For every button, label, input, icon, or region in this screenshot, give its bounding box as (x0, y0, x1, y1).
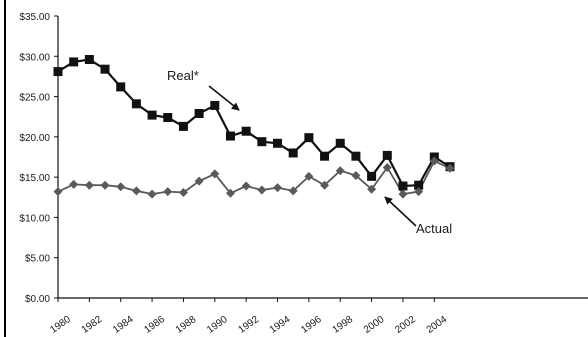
series-real-point (210, 100, 220, 110)
series-actual-point (84, 180, 94, 190)
annotation-real-arrow (208, 85, 240, 111)
y-tick-label: $35.00 (19, 12, 50, 23)
series-actual-point (210, 169, 220, 179)
series-actual-point (304, 171, 314, 181)
series-real-point (131, 99, 141, 109)
series-actual-point (429, 156, 439, 166)
y-tick-label: $10.00 (19, 213, 50, 224)
series-real-point (178, 121, 188, 131)
series-actual-point (100, 180, 110, 190)
x-tick-label: 1992 (236, 314, 261, 336)
series-actual-point (194, 176, 204, 186)
series-real-point (84, 55, 94, 65)
y-tick-label: $30.00 (19, 52, 50, 63)
series-actual-point (131, 186, 141, 196)
series-real-point (351, 151, 361, 161)
series-real-point (53, 67, 63, 77)
y-tick-labels-group: $0.00 $5.00 $10.00 $15.00 $20.00 $25.00 $30.00… (19, 12, 58, 305)
series-actual-point (320, 180, 330, 190)
series-real-point (398, 181, 408, 191)
series-real-point (257, 137, 267, 147)
x-tick-label: 1982 (80, 314, 105, 336)
series-real-point (382, 150, 392, 160)
y-tick-label: $5.00 (25, 254, 50, 265)
y-tick-label: $25.00 (19, 93, 50, 104)
series-actual-point (288, 186, 298, 196)
annotation-actual-label: Actual (416, 221, 452, 236)
y-tick-label: $15.00 (19, 173, 50, 184)
series-actual-point (225, 188, 235, 198)
series-real-point (241, 126, 251, 136)
series-actual-point (147, 189, 157, 199)
series-actual-point (398, 189, 408, 199)
series-actual-point (241, 181, 251, 191)
series-markers-group (53, 55, 455, 199)
series-real-point (304, 133, 314, 143)
series-actual-point (414, 187, 424, 197)
series-actual-point (116, 182, 126, 192)
series-real-point (225, 131, 235, 141)
series-real-point (288, 148, 298, 158)
x-tick-labels-group: 1980 1982 1984 1986 1988 1990 1992 1994 1996 1998… (48, 298, 450, 336)
series-real-point (320, 151, 330, 161)
x-tick-label: 1988 (174, 314, 199, 336)
x-tick-label: 1986 (142, 314, 167, 336)
series-real-point (116, 82, 126, 92)
series-actual-point (335, 166, 345, 176)
x-tick-label: 1994 (268, 314, 293, 336)
series-actual-point (163, 187, 173, 197)
series-actual-point (273, 183, 283, 193)
x-tick-label: 2002 (393, 314, 418, 336)
series-real-point (414, 180, 424, 190)
series-actual-point (257, 185, 267, 195)
x-tick-label: 2004 (425, 314, 450, 336)
y-tick-label: $0.00 (25, 294, 50, 305)
annotations-group: Real* Actual (167, 68, 452, 236)
series-actual-point (69, 179, 79, 189)
series-real-point (69, 57, 79, 67)
x-tick-label: 1996 (299, 314, 324, 336)
series-real-point (273, 138, 283, 148)
series-real-point (100, 64, 110, 74)
series-actual-point (367, 184, 377, 194)
x-tick-label: 2000 (362, 314, 387, 336)
series-real-point (367, 171, 377, 181)
series-actual-point (53, 187, 63, 197)
series-actual-point (382, 162, 392, 172)
series-real-point (147, 110, 157, 120)
series-actual-point (445, 163, 455, 173)
x-tick-label: 1990 (205, 314, 230, 336)
x-tick-label: 1980 (48, 314, 73, 336)
series-real-point (335, 138, 345, 148)
x-tick-label: 1984 (111, 314, 136, 336)
annotation-real-label: Real* (167, 68, 199, 83)
axis-layer (57, 16, 588, 299)
series-lines-group (57, 58, 451, 196)
series-actual-line (57, 159, 451, 196)
x-tick-label: 1998 (331, 314, 356, 336)
y-tick-label: $20.00 (19, 133, 50, 144)
annotation-actual-arrow (384, 196, 417, 227)
series-real-point (194, 108, 204, 118)
series-actual-point (178, 187, 188, 197)
series-actual-point (351, 171, 361, 181)
series-real-point (163, 113, 173, 123)
